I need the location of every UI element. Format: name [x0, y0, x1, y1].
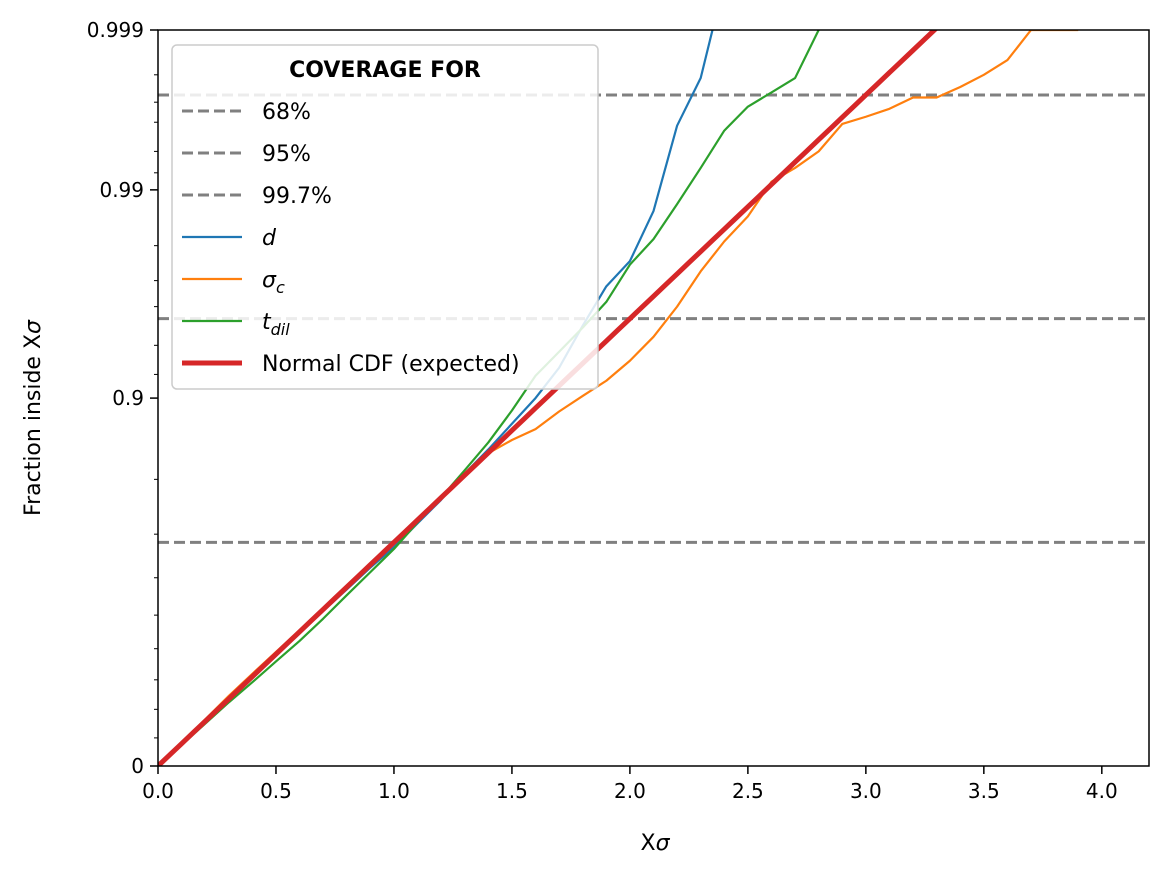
legend-items: 68% 95% 99.7% d σc tdil Normal CDF (expected)	[182, 100, 520, 377]
series-line	[158, 30, 820, 766]
x-tick-label: 1.5	[496, 779, 528, 803]
x-tick-label: 2.5	[732, 779, 764, 803]
y-tick-label: 0.999	[87, 18, 144, 42]
x-axis-label: Xσ	[640, 831, 670, 856]
legend-label: tdil	[262, 310, 290, 339]
x-axis: 0.0 0.5 1.0 1.5 2.0 2.5 3.0 3.5 4.0	[142, 766, 1118, 803]
legend-frame	[171, 44, 599, 390]
series-line	[158, 30, 939, 766]
y-tick-label: 0.99	[99, 178, 144, 202]
x-tick-label: 0.5	[260, 779, 292, 803]
y-axis-label: Fraction inside Xσ	[21, 319, 46, 516]
legend-label: σc	[262, 268, 285, 297]
x-tick-label: 0.0	[142, 779, 174, 803]
legend-label: 68%	[262, 100, 311, 125]
x-tick-label: 3.5	[968, 779, 1000, 803]
legend-label: 99.7%	[262, 184, 332, 209]
legend-label: Normal CDF (expected)	[262, 352, 520, 377]
series-lines	[158, 30, 1079, 766]
x-tick-label: 3.0	[850, 779, 882, 803]
y-tick-label: 0.9	[112, 386, 144, 410]
x-tick-label: 1.0	[378, 779, 410, 803]
legend-label: d	[262, 226, 277, 251]
y-axis: 0 0.9 0.99 0.999	[87, 18, 158, 778]
y-tick-label: 0	[131, 754, 144, 778]
legend-label: 95%	[262, 142, 311, 167]
x-tick-label: 4.0	[1086, 779, 1118, 803]
legend: COVERAGE FOR 68% 95% 99.7% d σc tdil Normal CD…	[171, 44, 599, 390]
x-tick-label: 2.0	[614, 779, 646, 803]
legend-title: COVERAGE FOR	[289, 58, 481, 83]
